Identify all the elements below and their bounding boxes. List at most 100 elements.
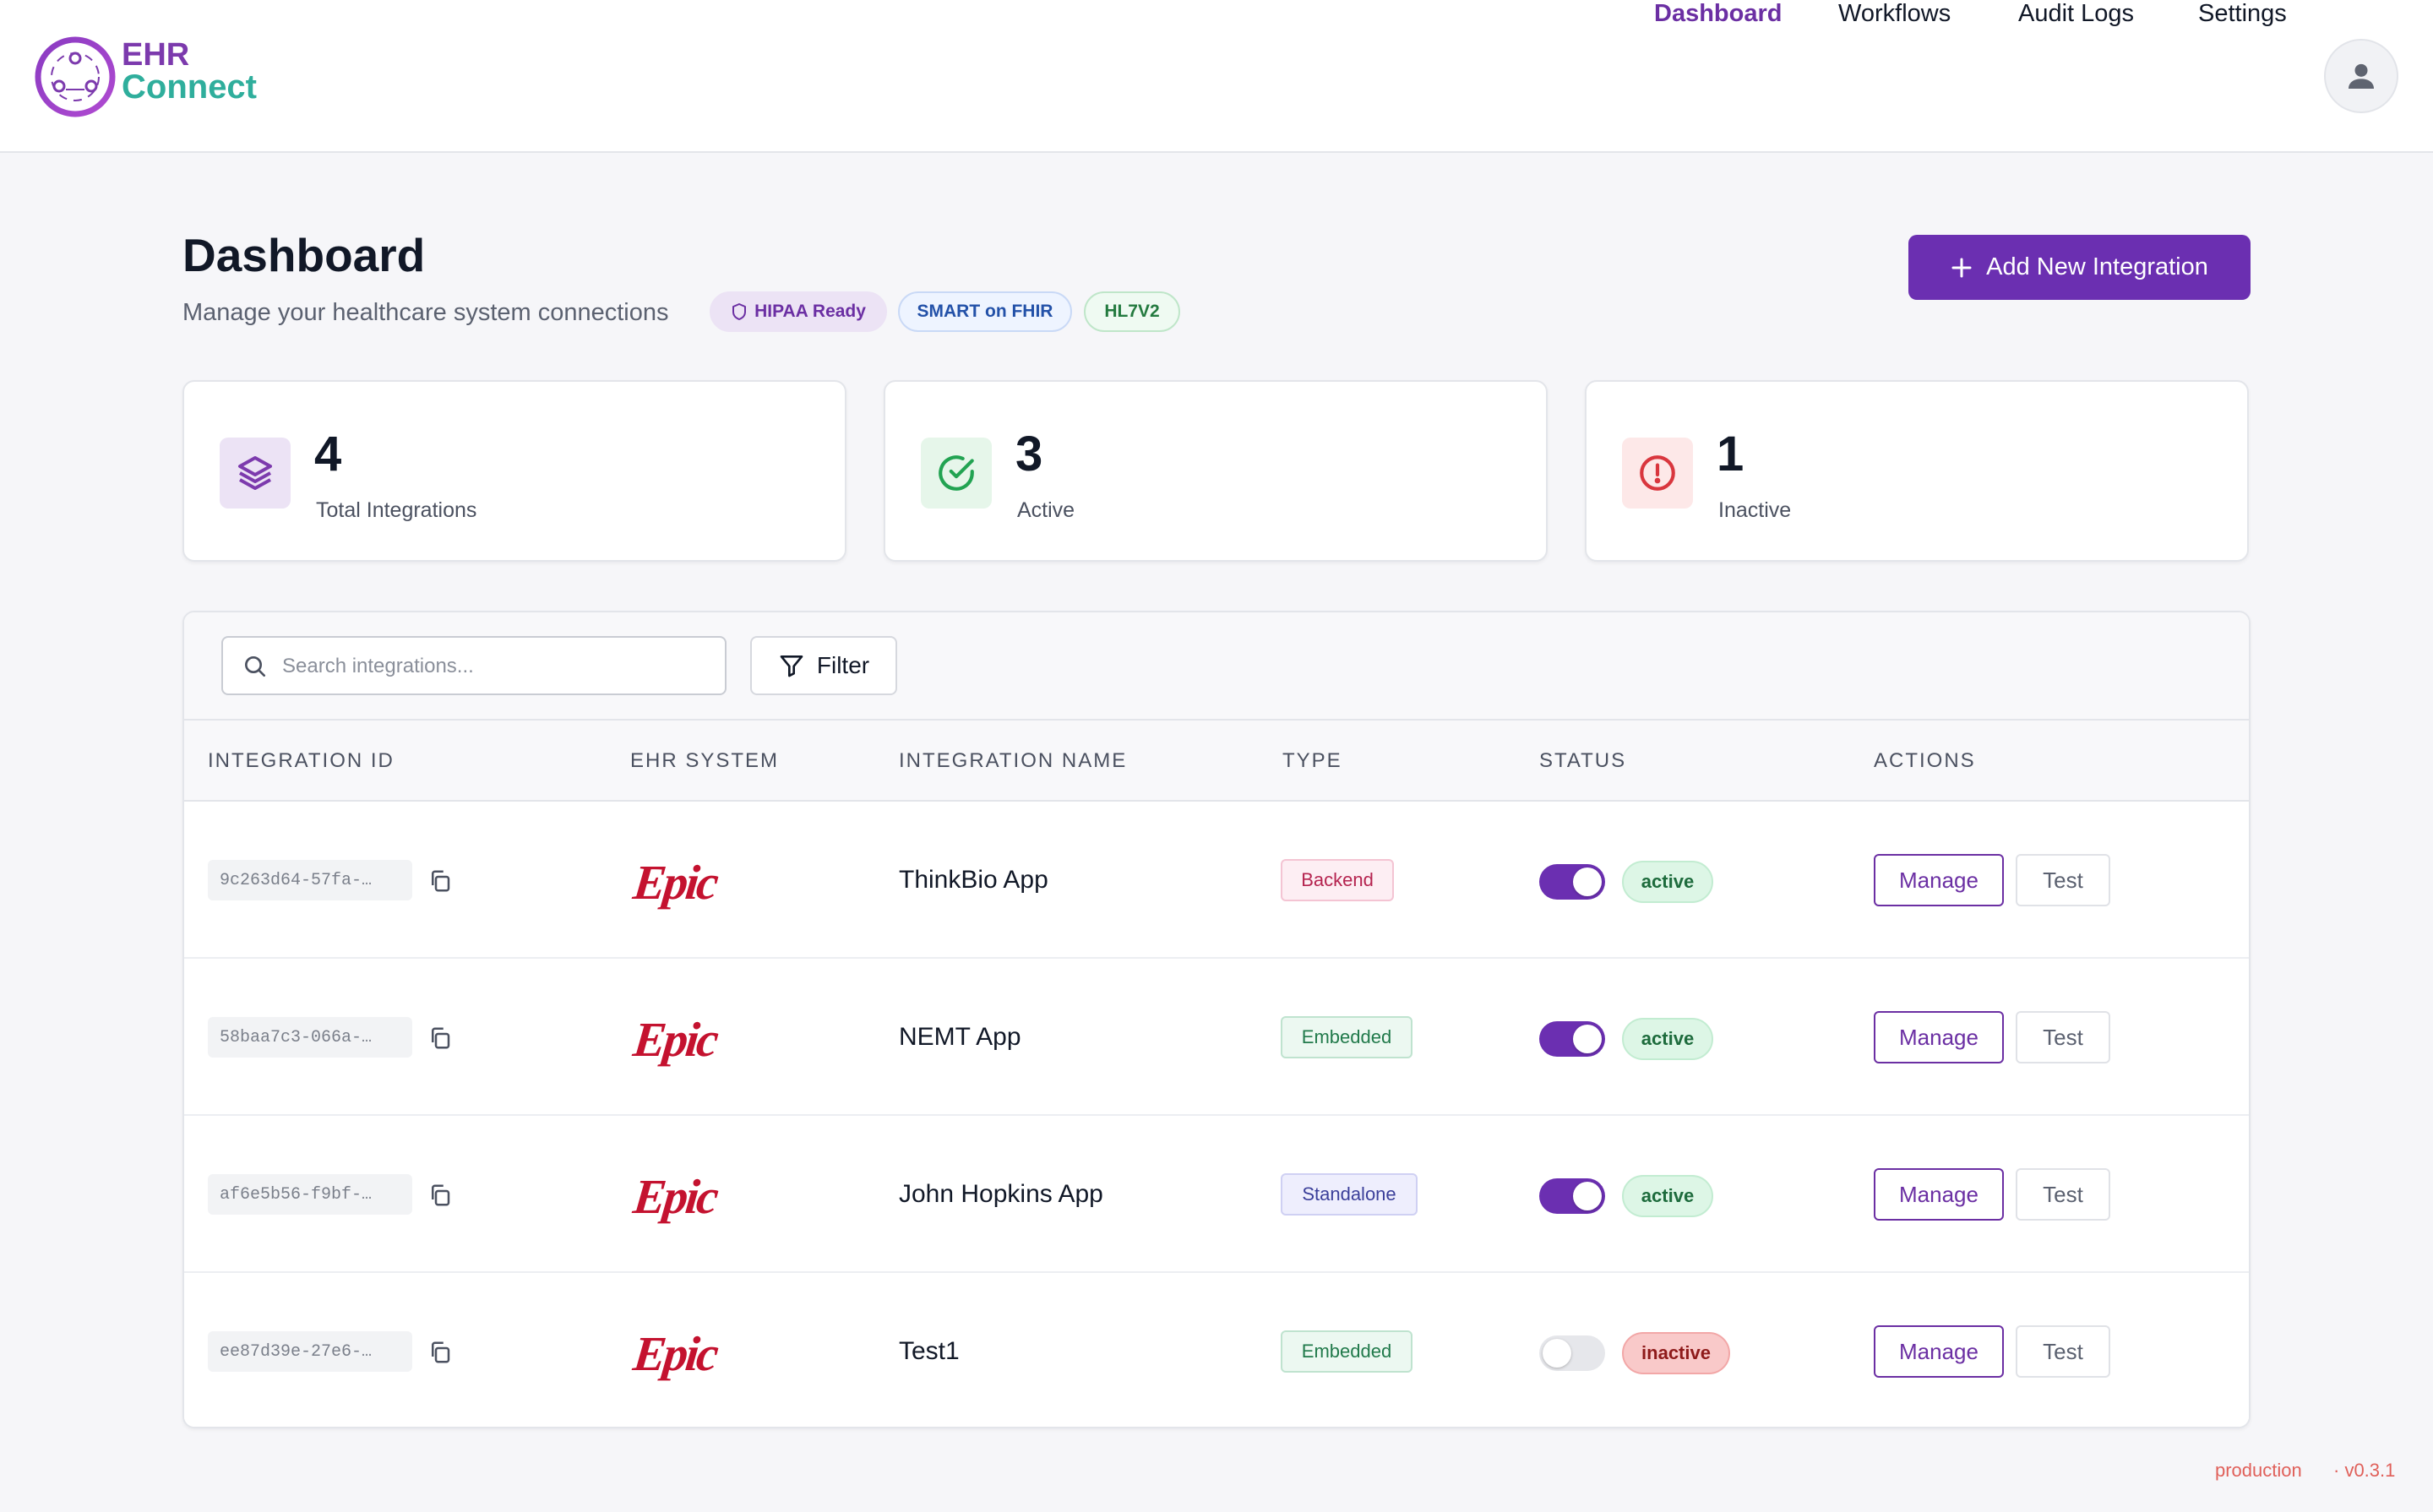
copy-icon[interactable] (427, 1182, 453, 1209)
table-toolbar: Filter (184, 612, 2249, 721)
add-new-integration-button[interactable]: Add New Integration (1908, 235, 2251, 300)
column-header-status: STATUS (1539, 749, 1627, 772)
user-icon (2349, 63, 2374, 89)
toggle-knob (1573, 1025, 1602, 1053)
search-box[interactable] (221, 636, 727, 695)
toggle-knob (1573, 1182, 1602, 1210)
type-badge: Embedded (1281, 1330, 1412, 1373)
badge-label: HIPAA Ready (754, 302, 866, 321)
stat-card-inactive: 1 Inactive (1585, 380, 2249, 562)
nav-settings[interactable]: Settings (2198, 0, 2287, 27)
version-label: · v0.3.1 (2333, 1460, 2396, 1481)
integration-id: 58baa7c3-066a-… (208, 1017, 412, 1058)
logo-text: EHR Connect (122, 37, 257, 106)
table-row: 58baa7c3-066a-… Epic NEMT App Embedded a… (184, 959, 2249, 1116)
type-badge: Standalone (1281, 1173, 1418, 1216)
status-toggle[interactable] (1539, 1178, 1605, 1214)
epic-logo: Epic (630, 1169, 719, 1224)
badge-smart-on-fhir: SMART on FHIR (898, 291, 1072, 332)
copy-icon[interactable] (427, 867, 453, 895)
column-header-integration-id: INTEGRATION ID (208, 749, 395, 772)
test-button[interactable]: Test (2016, 1168, 2110, 1221)
brand-logo[interactable]: EHR Connect (32, 30, 286, 122)
add-button-label: Add New Integration (1986, 253, 2208, 280)
stat-label: Inactive (1718, 498, 1792, 522)
top-navbar: EHR Connect Dashboard Workflows Audit Lo… (0, 0, 2433, 153)
search-icon (245, 656, 265, 677)
stat-value: 1 (1717, 427, 1744, 481)
stat-icon-box (921, 438, 992, 509)
user-avatar-button[interactable] (2324, 39, 2398, 113)
manage-button[interactable]: Manage (1874, 1325, 2004, 1378)
nav-dashboard[interactable]: Dashboard (1654, 0, 1783, 27)
stat-label: Active (1017, 498, 1075, 522)
badge-hl7v2: HL7V2 (1084, 291, 1180, 332)
status-badge: inactive (1622, 1332, 1730, 1374)
column-header-ehr-system: EHR SYSTEM (630, 749, 780, 772)
nav-audit-logs[interactable]: Audit Logs (2018, 0, 2135, 27)
table-row: af6e5b56-f9bf-… Epic John Hopkins App St… (184, 1116, 2249, 1273)
alert-circle-icon (1640, 455, 1675, 491)
integration-name: NEMT App (899, 1023, 1021, 1051)
filter-icon (780, 655, 803, 677)
manage-button[interactable]: Manage (1874, 854, 2004, 906)
test-button[interactable]: Test (2016, 1011, 2110, 1063)
stat-card-total: 4 Total Integrations (182, 380, 846, 562)
table-row: 9c263d64-57fa-… Epic ThinkBio App Backen… (184, 802, 2249, 959)
epic-logo: Epic (630, 855, 719, 910)
integrations-panel: Filter INTEGRATION ID EHR SYSTEM INTEGRA… (182, 611, 2251, 1428)
status-badge: active (1622, 1018, 1713, 1060)
toggle-knob (1573, 867, 1602, 896)
column-header-actions: ACTIONS (1874, 749, 1976, 772)
logo-line-ehr: EHR (122, 37, 190, 73)
manage-button[interactable]: Manage (1874, 1011, 2004, 1063)
stat-card-active: 3 Active (884, 380, 1548, 562)
logo-line-connect: Connect (122, 68, 257, 106)
status-toggle[interactable] (1539, 1021, 1605, 1057)
filter-button[interactable]: Filter (750, 636, 897, 695)
test-button[interactable]: Test (2016, 1325, 2110, 1378)
logo-mark-icon (35, 36, 116, 117)
status-toggle[interactable] (1539, 1335, 1605, 1371)
integration-id: ee87d39e-27e6-… (208, 1331, 412, 1372)
test-button[interactable]: Test (2016, 854, 2110, 906)
column-header-integration-name: INTEGRATION NAME (899, 749, 1128, 772)
integration-name: John Hopkins App (899, 1180, 1103, 1208)
filter-label: Filter (816, 652, 870, 678)
plus-icon (1951, 258, 1972, 277)
toggle-knob (1543, 1339, 1571, 1368)
integration-id: 9c263d64-57fa-… (208, 860, 412, 900)
page-subtitle: Manage your healthcare system connection… (182, 299, 669, 326)
copy-icon[interactable] (427, 1339, 453, 1366)
type-badge: Embedded (1281, 1016, 1412, 1058)
nav-workflows[interactable]: Workflows (1838, 0, 1951, 27)
environment-label: production (2215, 1460, 2302, 1481)
manage-button[interactable]: Manage (1874, 1168, 2004, 1221)
table-row: ee87d39e-27e6-… Epic Test1 Embedded inac… (184, 1273, 2249, 1427)
shield-icon (732, 303, 747, 320)
badge-label: SMART on FHIR (917, 302, 1053, 321)
badge-hipaa-ready: HIPAA Ready (710, 291, 887, 332)
layers-icon (238, 456, 272, 490)
integration-name: Test1 (899, 1337, 960, 1365)
copy-icon[interactable] (427, 1025, 453, 1052)
integration-name: ThinkBio App (899, 866, 1048, 894)
stat-label: Total Integrations (316, 498, 477, 522)
epic-logo: Epic (630, 1012, 719, 1067)
stat-icon-box (1622, 438, 1693, 509)
table-header: INTEGRATION ID EHR SYSTEM INTEGRATION NA… (184, 721, 2249, 802)
integration-id: af6e5b56-f9bf-… (208, 1174, 412, 1215)
search-input[interactable] (282, 648, 713, 685)
epic-logo: Epic (630, 1326, 719, 1381)
stat-value: 3 (1015, 427, 1043, 481)
status-badge: active (1622, 1175, 1713, 1217)
page-title: Dashboard (182, 229, 426, 281)
status-toggle[interactable] (1539, 864, 1605, 900)
status-badge: active (1622, 861, 1713, 903)
badge-label: HL7V2 (1104, 302, 1160, 321)
stat-value: 4 (314, 427, 342, 481)
column-header-type: TYPE (1282, 749, 1342, 772)
type-badge: Backend (1281, 859, 1394, 901)
stat-icon-box (220, 438, 291, 509)
check-circle-icon (939, 455, 974, 491)
